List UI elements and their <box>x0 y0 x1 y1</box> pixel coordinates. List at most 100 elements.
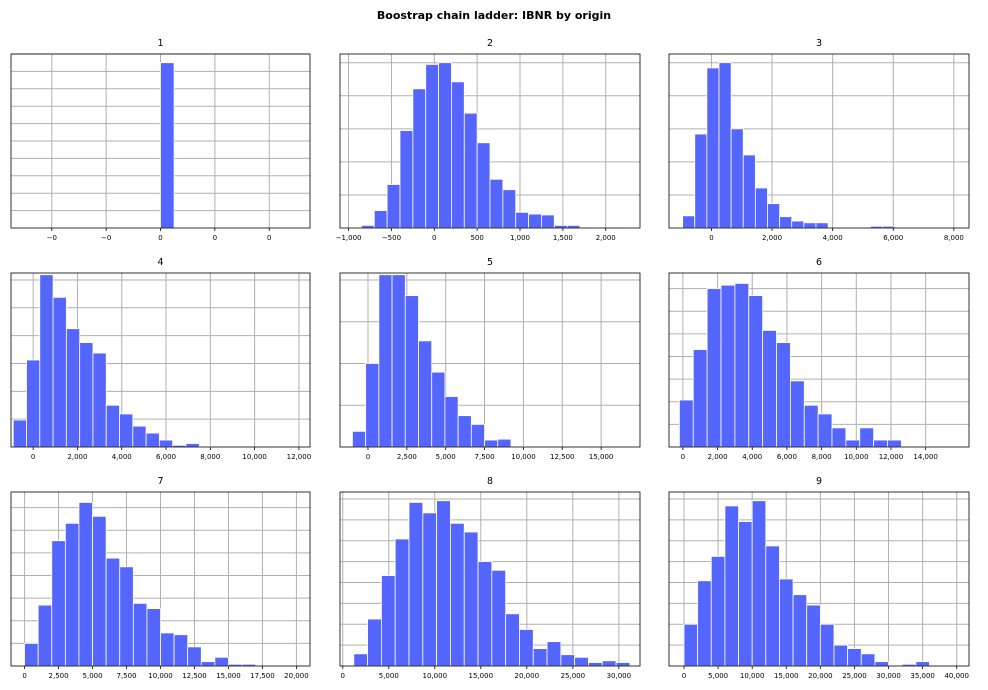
histogram-bar <box>408 502 424 667</box>
histogram-bar <box>528 213 542 229</box>
panel-title: 6 <box>816 257 822 268</box>
histogram-bar <box>352 430 367 448</box>
histogram-bar <box>378 274 393 448</box>
histogram-bar <box>706 67 720 229</box>
x-tick-label: 10,000 <box>242 453 267 461</box>
x-tick-label: 14,000 <box>913 453 938 461</box>
histogram-bar <box>791 220 805 229</box>
histogram-bar <box>12 419 27 448</box>
histogram-bar <box>720 284 736 448</box>
x-tick-label: −0 <box>47 234 57 242</box>
histogram-panel-8: 8 0 5,000 10,000 15,000 20,000 25,000 30,000 <box>339 476 641 680</box>
histogram-bar <box>817 413 833 448</box>
histogram-bar <box>373 210 388 229</box>
x-tick-label: 30,000 <box>607 672 632 680</box>
x-tick-label: 6,000 <box>777 453 797 461</box>
histogram-bar <box>451 81 465 229</box>
histogram-bar <box>683 623 699 667</box>
histogram-bar <box>119 566 134 667</box>
histogram-bar <box>491 569 507 667</box>
histogram-panel-9: 9 0 5,000 10,000 15,000 20,000 25,000 30,000 35,… <box>668 476 970 680</box>
histogram-bar <box>803 222 817 229</box>
x-tick-label: 12,000 <box>879 453 904 461</box>
x-tick-label: 2,500 <box>49 672 69 680</box>
x-tick-label: 5,000 <box>379 672 399 680</box>
histogram-bar <box>425 64 439 229</box>
histogram-panel-7: 7 0 2,500 5,000 7,500 10,000 12,500 15,000 17,50… <box>10 476 311 680</box>
histogram-bar <box>64 522 80 667</box>
histogram-bar <box>859 427 875 448</box>
x-tick-label: 15,000 <box>774 672 799 680</box>
x-tick-label: 4,000 <box>112 453 132 461</box>
histogram-bar <box>588 662 603 667</box>
x-tick-label: −1,000 <box>336 234 362 242</box>
x-tick-label: 8,000 <box>944 234 964 242</box>
histogram-bar <box>819 623 835 667</box>
x-tick-label: 20,000 <box>808 672 833 680</box>
histogram-bar <box>444 396 459 448</box>
x-tick-label: 20,000 <box>284 672 309 680</box>
histogram-bar <box>505 613 520 667</box>
axes-frame <box>10 491 311 667</box>
x-tick-label: 0 <box>366 453 370 461</box>
histogram-bar <box>706 288 722 448</box>
x-tick-label: 0 <box>432 234 436 242</box>
histogram-bar <box>92 515 107 667</box>
histogram-bar <box>765 545 780 667</box>
axes-frame <box>668 491 970 667</box>
x-tick-label: 0 <box>267 234 271 242</box>
histogram-bar <box>497 438 512 448</box>
histogram-panel-1: 1 −0 −0 0 0 0 <box>10 38 311 242</box>
histogram-bar <box>412 88 427 229</box>
histogram-bar <box>119 413 134 448</box>
axes-frame <box>339 491 641 667</box>
histogram-bar <box>404 295 419 448</box>
histogram-bar <box>789 380 805 448</box>
histogram-bar <box>738 521 753 667</box>
x-tick-label: 15,000 <box>216 672 241 680</box>
x-tick-label: 0 <box>22 672 26 680</box>
x-tick-label: 25,000 <box>842 672 867 680</box>
histogram-bar <box>915 661 930 667</box>
histogram-bar <box>724 505 739 667</box>
histogram-bar <box>489 178 504 229</box>
histogram-bar <box>431 371 446 448</box>
histogram-bar <box>847 648 862 667</box>
axes-frame <box>339 53 641 229</box>
histogram-bar <box>450 522 465 667</box>
panel-title: 4 <box>157 257 163 268</box>
histogram-panel-6: 6 0 2,000 4,000 6,000 8,000 10,000 12,000 14,000 <box>668 257 970 461</box>
x-tick-label: 7,500 <box>475 453 495 461</box>
histogram-panel-3: 3 0 2,000 4,000 6,000 8,000 <box>668 38 970 242</box>
histogram-bar <box>754 187 768 229</box>
histogram-bar <box>734 283 750 448</box>
x-tick-label: 10,000 <box>423 672 448 680</box>
histogram-bar <box>762 330 777 448</box>
axes-frame <box>339 272 641 448</box>
histogram-bar <box>679 399 694 448</box>
histogram-bar <box>484 439 499 448</box>
histogram-bar <box>365 363 380 448</box>
x-tick-label: 4,000 <box>823 234 843 242</box>
histogram-bar <box>860 653 876 667</box>
x-tick-label: 0 <box>213 234 217 242</box>
histogram-panel-4: 4 0 2,000 4,000 6,000 8,000 10,000 12,000 <box>10 257 311 461</box>
histogram-bar <box>615 662 631 667</box>
histogram-bar <box>873 439 888 448</box>
x-tick-label: 10,000 <box>511 453 536 461</box>
axes-frame <box>10 272 311 448</box>
x-tick-label: −500 <box>382 234 401 242</box>
histogram-bar <box>779 578 794 667</box>
histogram-bar <box>185 443 200 448</box>
histogram-panel-2: 2 −1,000 −500 0 500 1,000 1,500 2,000 <box>336 38 641 242</box>
x-tick-label: 12,500 <box>550 453 575 461</box>
histogram-bar <box>39 274 54 448</box>
x-tick-label: 0 <box>31 453 35 461</box>
axes-frame <box>10 53 311 229</box>
figure-title: Boostrap chain ladder: IBNR by origin <box>376 9 612 22</box>
x-tick-label: 40,000 <box>944 672 969 680</box>
x-tick-label: 10,000 <box>740 672 765 680</box>
panel-title: 3 <box>816 38 822 49</box>
x-tick-label: 30,000 <box>876 672 901 680</box>
